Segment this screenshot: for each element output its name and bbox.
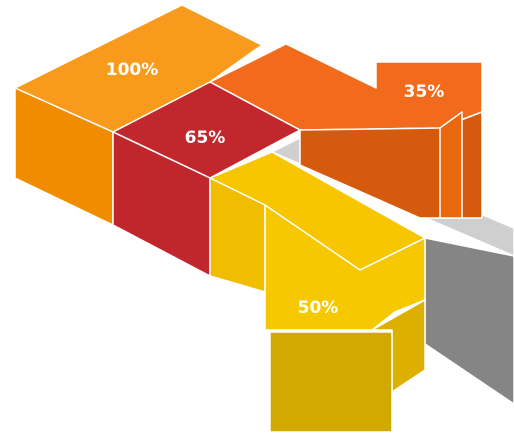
label-35: 35% bbox=[404, 82, 445, 102]
yellow-bottom-front bbox=[269, 331, 393, 433]
label-100: 100% bbox=[106, 60, 159, 80]
gray-front bbox=[424, 237, 514, 405]
label-50: 50% bbox=[298, 298, 339, 318]
label-65: 65% bbox=[185, 128, 226, 148]
yellow-arrow-top bbox=[264, 204, 426, 331]
orange-arrow-side bbox=[439, 111, 463, 219]
yellow-arrow-side bbox=[371, 299, 426, 393]
